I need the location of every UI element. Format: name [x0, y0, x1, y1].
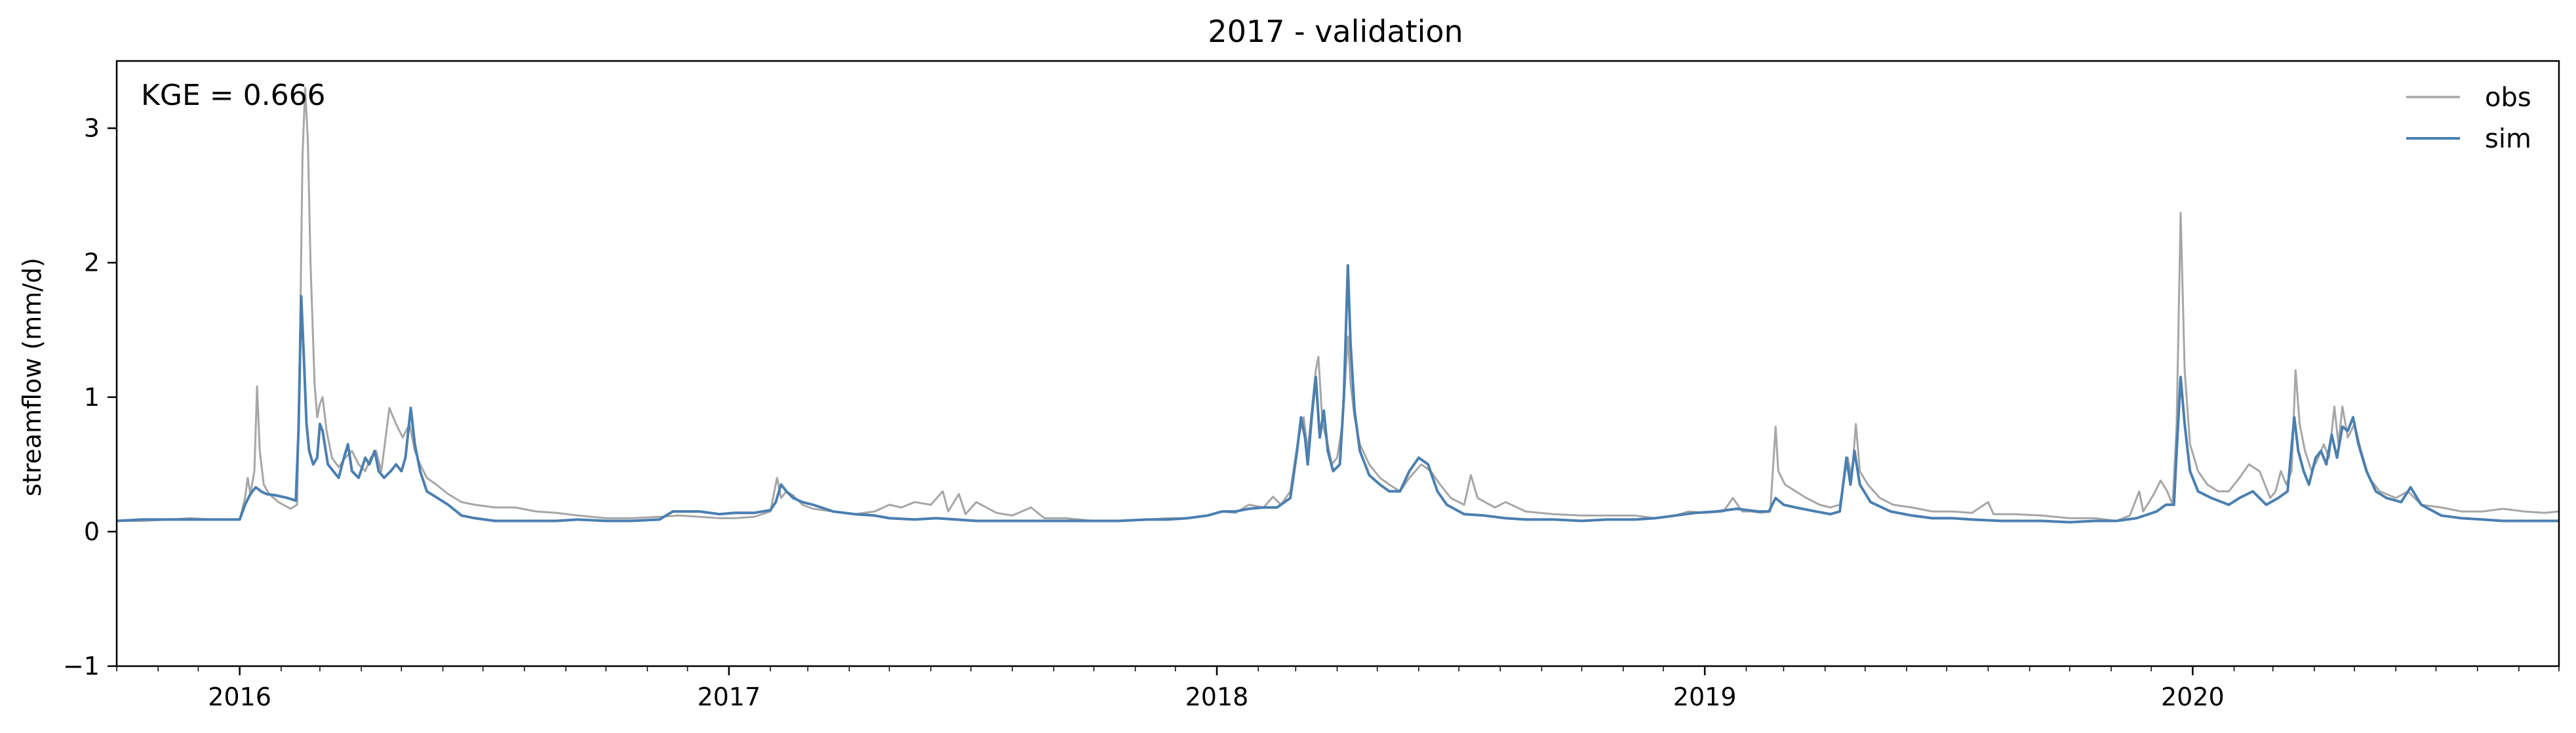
x-tick-label: 2016: [208, 683, 271, 711]
y-tick-label: 2: [84, 248, 100, 277]
x-tick-label: 2020: [2161, 683, 2225, 711]
x-tick-label: 2019: [1673, 683, 1737, 711]
plot-area: [116, 87, 2560, 524]
x-tick-label: 2018: [1185, 683, 1249, 711]
legend-obs-label: obs: [2485, 83, 2531, 113]
y-axis-ticks: −1 0 1 2 3: [63, 114, 117, 681]
kge-annotation: KGE = 0.666: [141, 79, 326, 112]
y-axis-label: streamflow (mm/d): [18, 258, 47, 496]
series-line-obs: [117, 87, 2560, 522]
legend: obs sim: [2406, 83, 2531, 154]
y-tick-label: 3: [84, 114, 100, 143]
y-tick-label: −1: [63, 652, 100, 681]
x-axis-ticks: 2016 2017 2018 2019 2020: [116, 666, 2560, 711]
chart-title: 2017 - validation: [1208, 14, 1463, 49]
series-line-sim: [116, 264, 2559, 524]
y-tick-label: 0: [84, 517, 100, 546]
x-tick-label: 2017: [697, 683, 761, 711]
axes-frame: [115, 60, 2560, 667]
legend-sim-label: sim: [2485, 124, 2531, 154]
y-tick-label: 1: [84, 383, 100, 412]
